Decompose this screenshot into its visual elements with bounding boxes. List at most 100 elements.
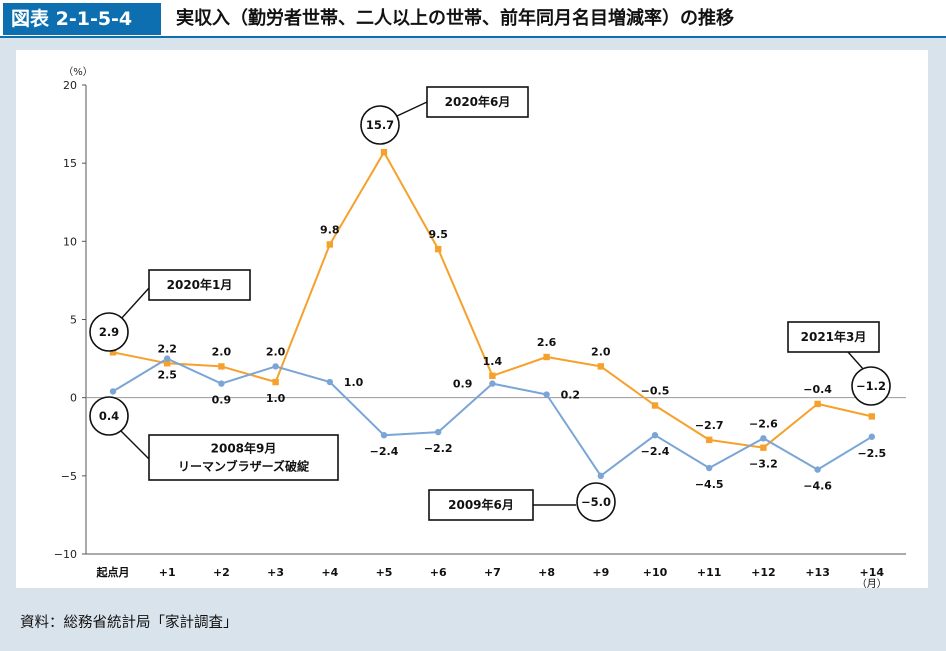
data-label: 9.5 [428, 228, 448, 241]
callout-leader [119, 287, 150, 321]
callout-box-end-2021 [787, 321, 880, 353]
callout-text: 2009年6月 [448, 497, 514, 512]
series-1-marker [272, 363, 279, 370]
series-1-marker [164, 355, 171, 362]
data-label: −3.2 [749, 458, 778, 471]
data-label: 1.0 [266, 392, 286, 405]
data-label: 2.0 [266, 345, 286, 358]
callout-text: 2020年1月 [167, 277, 233, 292]
y-tick-label: 0 [70, 392, 77, 405]
data-label: 2.2 [157, 342, 177, 355]
y-tick-label: −5 [61, 470, 77, 483]
series-1-marker [380, 431, 388, 439]
y-tick-label: 5 [70, 314, 77, 327]
data-label: 2.0 [212, 345, 232, 358]
callout-leader [396, 101, 428, 117]
x-tick-label: +7 [484, 566, 501, 579]
series-0-marker [272, 378, 279, 386]
data-label: −2.7 [695, 419, 724, 432]
figure-header: 図表 2-1-5-4 実収入（勤労者世帯、二人以上の世帯、前年同月名目増減率）の… [0, 0, 946, 38]
series-1-marker [326, 378, 333, 386]
y-tick-label: 15 [63, 157, 77, 170]
x-tick-label: +13 [805, 566, 830, 579]
data-label: 2.5 [157, 369, 177, 382]
series-0-marker [651, 402, 659, 409]
callout-text: リーマンブラザーズ破綻 [178, 459, 310, 474]
y-tick-label: 10 [63, 235, 77, 248]
series-0-marker [380, 149, 388, 156]
series-1-marker [489, 380, 496, 387]
series-1-marker [760, 435, 767, 442]
data-label: −2.5 [857, 447, 886, 460]
series-0-marker [543, 353, 550, 361]
data-label: 0.9 [212, 394, 232, 407]
callout-circle-start-2008 [89, 396, 129, 436]
data-label: −0.5 [641, 384, 670, 397]
callout-leader [119, 429, 150, 460]
data-label: −2.4 [641, 445, 670, 458]
x-tick-label: +1 [159, 566, 176, 579]
series-0-marker [868, 413, 875, 420]
x-tick-label: +4 [321, 566, 338, 579]
x-tick-label: +5 [376, 566, 393, 579]
y-axis-unit: （%） [63, 66, 93, 78]
series-1-marker [868, 433, 875, 440]
source-note: 資料：総務省統計局「家計調査」 [20, 615, 238, 631]
data-label: 1.0 [344, 376, 364, 389]
x-tick-label: +12 [751, 566, 776, 579]
series-0-marker [435, 245, 442, 253]
data-label: −4.6 [803, 480, 832, 493]
callout-box-start-2020 [148, 269, 251, 301]
series-0-marker [164, 360, 171, 367]
series-1-marker [706, 464, 713, 472]
chart-panel: 20 15 10 5 0 −5 −10 （%） 起点月 +1 +2 +3 +4 +5 +6 +7 +8 +9 +10… [16, 50, 928, 590]
series-0-marker [489, 372, 496, 379]
callout-circle-end-2021 [851, 366, 891, 406]
callout-value: 2.9 [99, 325, 119, 339]
x-tick-label: +2 [213, 566, 230, 579]
series-0-marker [326, 241, 333, 248]
callout-box-start-2008 [148, 434, 339, 481]
callout-circle-start-2020 [89, 312, 129, 352]
callout-leader [847, 351, 865, 371]
data-label: 0.2 [561, 389, 581, 402]
series-1-marker [814, 466, 821, 473]
series-1-marker [597, 472, 604, 480]
callout-value: −5.0 [581, 495, 611, 509]
x-tick-label: 起点月 [96, 565, 130, 579]
data-label: 2.6 [537, 336, 557, 349]
series-0-marker [597, 363, 604, 370]
figure-label: 図表 2-1-5-4 [3, 3, 161, 35]
series-0-marker [814, 400, 821, 408]
callout-value: 0.4 [99, 409, 119, 423]
x-tick-label: +10 [643, 566, 668, 579]
data-label: −4.5 [695, 478, 724, 491]
x-axis-unit: （月） [857, 578, 887, 588]
series-1-marker [543, 391, 550, 398]
x-tick-label: +3 [267, 566, 284, 579]
data-label: 1.4 [483, 355, 503, 368]
x-tick-label: +6 [430, 566, 447, 579]
data-label: 9.8 [320, 223, 340, 236]
figure-title: 実収入（勤労者世帯、二人以上の世帯、前年同月名目増減率）の推移 [176, 8, 734, 29]
callout-box-peak-2020 [426, 86, 529, 118]
series-1-marker [109, 388, 117, 395]
series-1-marker [651, 431, 659, 439]
data-label: −2.4 [370, 445, 399, 458]
series-0-marker [760, 444, 767, 451]
series-1-marker [435, 428, 442, 436]
series-0-marker [218, 363, 225, 370]
data-label: 2.0 [591, 345, 611, 358]
y-tick-label: −10 [54, 548, 77, 561]
callout-circle-peak-2020 [360, 105, 400, 145]
series-0-marker [109, 349, 117, 356]
x-tick-label: +11 [697, 566, 722, 579]
series-1-marker [218, 380, 225, 387]
x-tick-label: +8 [538, 566, 555, 579]
data-label: −2.2 [424, 442, 453, 455]
callout-text: 2020年6月 [445, 94, 511, 109]
callout-box-trough-2009 [428, 489, 534, 521]
callout-value: 15.7 [366, 118, 394, 132]
data-label: −2.6 [749, 417, 778, 430]
